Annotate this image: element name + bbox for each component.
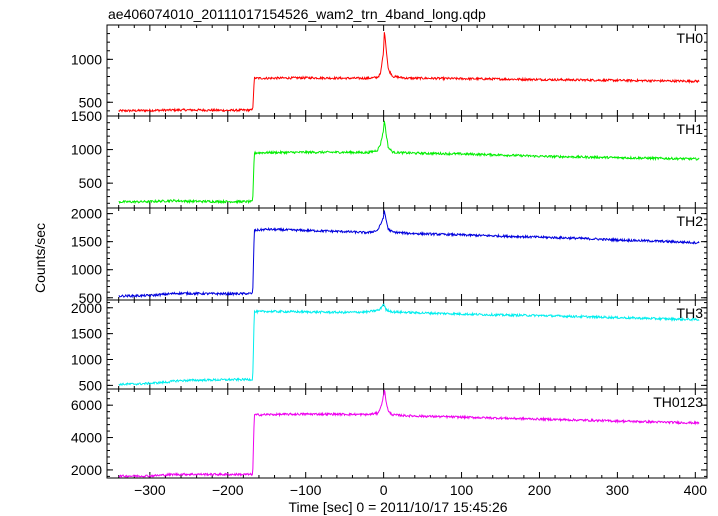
series-line-th0 <box>118 32 700 113</box>
panel-label-th0123: TH0123 <box>653 394 703 410</box>
y-tick-label: 500 <box>79 290 103 306</box>
x-tick-label: 300 <box>606 482 630 498</box>
y-tick-label: 1500 <box>71 108 102 124</box>
y-tick-label: 1000 <box>71 142 102 158</box>
x-tick-label: 0 <box>380 482 388 498</box>
x-tick-label: 400 <box>684 482 708 498</box>
x-tick-label: 100 <box>450 482 474 498</box>
series-line-th1 <box>118 120 700 205</box>
y-tick-label: 1000 <box>71 352 102 368</box>
panel-label-th3: TH3 <box>677 305 704 321</box>
y-tick-label: 1000 <box>71 51 102 67</box>
panel-frame-th0123 <box>106 388 708 479</box>
y-tick-label: 1000 <box>71 262 102 278</box>
panel-frame-th1 <box>106 115 708 209</box>
series-line-th0123 <box>118 389 700 479</box>
panel-label-th1: TH1 <box>677 121 704 137</box>
y-axis-label: Counts/sec <box>32 223 48 293</box>
y-tick-label: 4000 <box>71 430 102 446</box>
x-tick-label: −100 <box>290 482 322 498</box>
x-tick-label: −200 <box>212 482 244 498</box>
y-tick-label: 2000 <box>71 206 102 222</box>
y-tick-label: 6000 <box>71 397 102 413</box>
y-tick-label: 500 <box>79 175 103 191</box>
y-tick-label: 2000 <box>71 300 102 316</box>
x-tick-label: 200 <box>528 482 552 498</box>
y-tick-label: 500 <box>79 377 103 393</box>
x-tick-label: −300 <box>134 482 166 498</box>
panel-frame-th0 <box>106 24 708 117</box>
x-axis-label: Time [sec] 0 = 2011/10/17 15:45:26 <box>288 499 507 515</box>
y-tick-label: 1500 <box>71 326 102 342</box>
chart-title: ae406074010_20111017154526_wam2_trn_4ban… <box>108 6 486 22</box>
panel-frame-th2 <box>106 207 708 301</box>
series-line-th2 <box>118 210 700 299</box>
panel-label-th0: TH0 <box>677 30 704 46</box>
y-tick-label: 1500 <box>71 234 102 250</box>
panel-label-th2: TH2 <box>677 213 704 229</box>
series-line-th3 <box>118 303 700 387</box>
y-tick-label: 500 <box>79 94 103 110</box>
panel-frame-th3 <box>106 299 708 390</box>
y-tick-label: 2000 <box>71 462 102 478</box>
